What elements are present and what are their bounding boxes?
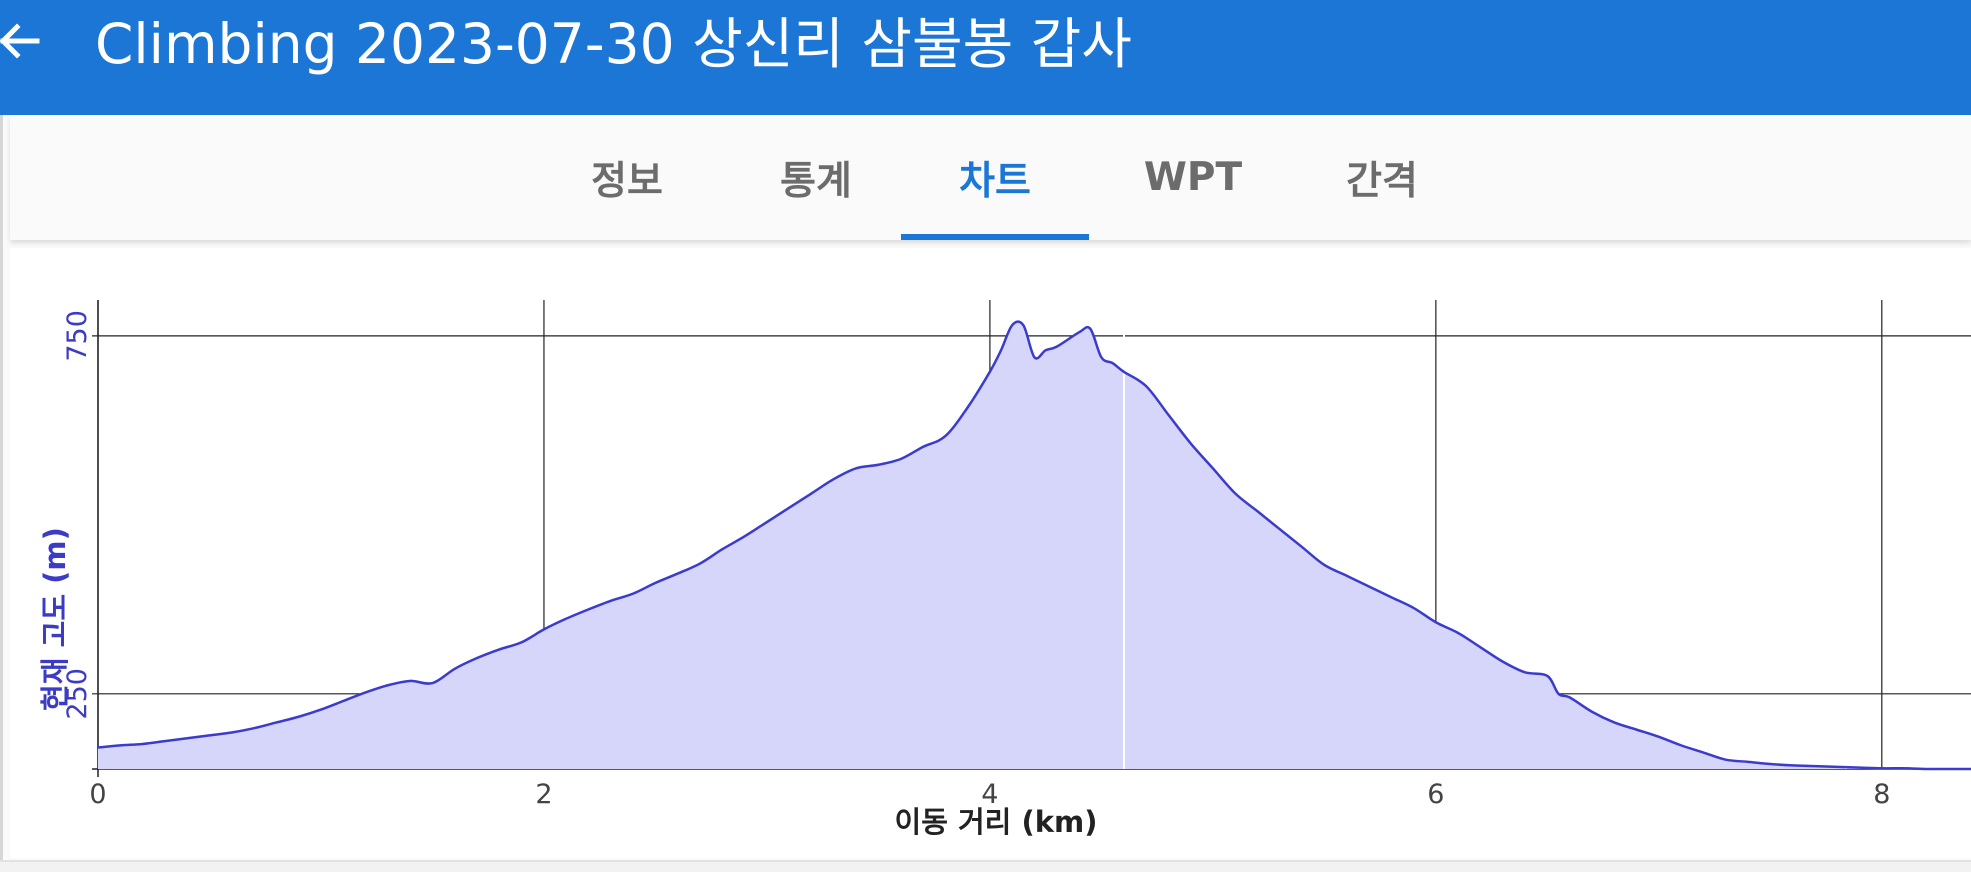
elevation-chart-panel: 0 2 4 6 8 250 750 이동 거리 (km) 현재 고도 (m) <box>10 248 1971 858</box>
elevation-series-line <box>97 320 1971 771</box>
active-tab-indicator <box>901 234 1089 240</box>
left-divider <box>0 115 3 872</box>
tab-interval[interactable]: 간격 <box>1292 115 1472 240</box>
back-button[interactable] <box>0 16 44 66</box>
x-tick-label: 0 <box>89 779 106 810</box>
tab-bar: 정보 통계 차트 WPT 간격 <box>10 115 1971 240</box>
tab-chart[interactable]: 차트 <box>901 115 1089 240</box>
y-tick-label: 250 <box>62 668 93 720</box>
tab-interval-label: 간격 <box>1346 158 1418 204</box>
y-tick-label: 750 <box>62 310 93 362</box>
app-bar: Climbing 2023-07-30 상신리 삼불봉 갑사 <box>0 0 1971 115</box>
y-axis-label: 현재 고도 (m) <box>38 527 72 711</box>
page-title: Climbing 2023-07-30 상신리 삼불봉 갑사 <box>95 12 1132 76</box>
tab-statistics[interactable]: 통계 <box>726 115 906 240</box>
x-tick-label: 6 <box>1427 779 1444 810</box>
bottom-edge <box>0 860 1971 872</box>
arrow-left-icon <box>0 23 40 59</box>
tab-wpt-label: WPT <box>1143 155 1243 200</box>
elevation-area-fill <box>98 321 1971 770</box>
x-tick-label: 8 <box>1873 779 1890 810</box>
tab-wpt[interactable]: WPT <box>1103 115 1283 240</box>
tab-statistics-label: 통계 <box>780 158 852 204</box>
content-area: 정보 통계 차트 WPT 간격 0 2 4 6 8 250 750 이동 거리 (km) 현… <box>0 115 1971 872</box>
tab-info[interactable]: 정보 <box>537 115 717 240</box>
elevation-chart[interactable]: 0 2 4 6 8 250 750 이동 거리 (km) 현재 고도 (m) <box>10 248 1971 858</box>
tab-chart-label: 차트 <box>959 158 1031 204</box>
x-tick-label: 4 <box>981 779 998 810</box>
x-axis-label: 이동 거리 (km) <box>895 805 1098 839</box>
x-tick-label: 2 <box>535 779 552 810</box>
tab-info-label: 정보 <box>591 158 663 204</box>
